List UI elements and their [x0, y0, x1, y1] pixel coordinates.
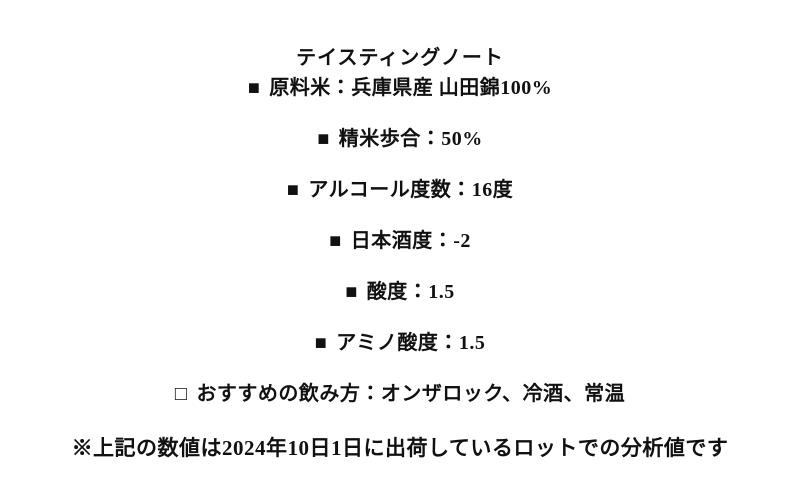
spec-item-alcohol-content: ■ アルコール度数：16度	[0, 178, 800, 202]
filled-square-icon: ■	[317, 128, 330, 150]
filled-square-icon: ■	[314, 332, 328, 354]
tasting-note-title: テイスティングノート	[296, 47, 504, 69]
spec-item-serving-suggestion: □ おすすめの飲み方：オンザロック、冷酒、常温	[0, 382, 800, 406]
filled-square-icon: ■	[329, 230, 342, 252]
spec-item-serving-suggestion-text: おすすめの飲み方：オンザロック、冷酒、常温	[196, 383, 626, 405]
spec-item-polishing-ratio-text: 精米歩合：50%	[338, 128, 483, 150]
filled-square-icon: ■	[345, 281, 358, 303]
spec-item-amino-acid-text: アミノ酸度：1.5	[336, 332, 486, 354]
spec-item-acidity-text: 酸度：1.5	[366, 281, 455, 303]
spec-item-sake-meter-value-text: 日本酒度：-2	[350, 230, 471, 252]
spec-item-amino-acid: ■ アミノ酸度：1.5	[0, 331, 800, 355]
filled-square-icon: ■	[286, 179, 300, 201]
open-square-icon: □	[174, 383, 188, 405]
tasting-note-section: テイスティングノート ■ 原料米：兵庫県産 山田錦100% ■ 精米歩合：50% ■…	[0, 47, 800, 460]
spec-item-raw-rice: ■ 原料米：兵庫県産 山田錦100%	[0, 76, 800, 100]
filled-square-icon: ■	[247, 77, 261, 99]
spec-item-polishing-ratio: ■ 精米歩合：50%	[0, 127, 800, 151]
spec-item-sake-meter-value: ■ 日本酒度：-2	[0, 229, 800, 253]
spec-item-acidity: ■ 酸度：1.5	[0, 280, 800, 304]
spec-item-alcohol-content-text: アルコール度数：16度	[308, 179, 514, 201]
analysis-footnote: ※上記の数値は2024年10日1日に出荷しているロットでの分析値です	[71, 436, 729, 460]
spec-item-raw-rice-text: 原料米：兵庫県産 山田錦100%	[269, 77, 553, 99]
